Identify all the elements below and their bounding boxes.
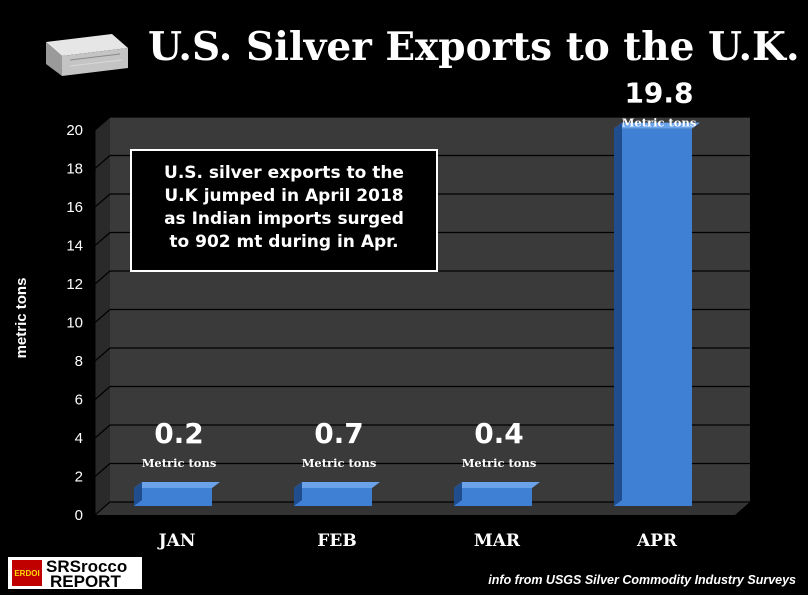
gridline-side xyxy=(94,501,111,516)
gridline-side xyxy=(94,232,111,246)
bar-side xyxy=(134,482,142,506)
x-tick-label: JAN xyxy=(157,531,196,551)
y-tick-label: 2 xyxy=(75,469,83,486)
gridline-side xyxy=(94,309,111,323)
bar-front xyxy=(614,128,692,506)
bar-top xyxy=(454,482,540,488)
data-label: 19.8 xyxy=(624,77,693,110)
silver-bar-icon xyxy=(46,34,128,76)
data-label-unit: Metric tons xyxy=(462,456,537,470)
bar-front xyxy=(454,488,532,506)
y-tick-label: 18 xyxy=(66,161,83,178)
bar-side xyxy=(614,122,622,506)
data-label-unit: Metric tons xyxy=(142,456,217,470)
source-note: info from USGS Silver Commodity Industry… xyxy=(488,573,796,587)
bar-jan xyxy=(134,482,220,506)
y-tick-label: 12 xyxy=(66,276,83,293)
bar-front xyxy=(294,488,372,506)
annotation-line-4: to 902 mt during in Apr. xyxy=(169,232,398,252)
logo-badge: ERDOI xyxy=(14,569,39,578)
bar-top xyxy=(134,482,220,488)
y-tick-label: 10 xyxy=(66,315,83,332)
bar-top xyxy=(614,122,700,129)
data-labels: 0.2 Metric tons 0.7 Metric tons 0.4 Metric to… xyxy=(142,77,697,470)
x-tick-label: MAR xyxy=(474,531,521,551)
logo-line-2: REPORT xyxy=(50,572,121,591)
floor xyxy=(95,502,750,515)
srsrocco-report-logo: ERDOI SRSrocco REPORT xyxy=(8,557,142,591)
annotation-box: U.S. silver exports to the U.K jumped in… xyxy=(130,149,438,272)
y-tick-label: 8 xyxy=(75,353,83,370)
x-tick-label: APR xyxy=(636,531,678,551)
x-axis: JAN FEB MAR APR xyxy=(157,531,678,551)
chart-title: U.S. Silver Exports to the U.K. xyxy=(148,24,800,70)
y-tick-label: 20 xyxy=(66,122,83,139)
gridline-side xyxy=(94,155,111,169)
annotation-line-1: U.S. silver exports to the xyxy=(164,163,404,183)
y-tick-label: 0 xyxy=(75,507,83,524)
data-label: 0.7 xyxy=(314,417,364,450)
gridline-side xyxy=(94,193,111,208)
gridline-side xyxy=(94,463,111,477)
bar-top xyxy=(294,482,380,488)
y-tick-label: 16 xyxy=(66,199,83,216)
gridline-side xyxy=(94,270,111,285)
bar-side xyxy=(454,482,462,506)
y-axis: 0 2 4 6 8 10 12 14 16 18 20 xyxy=(66,122,83,524)
logo-line-1: SRSrocco xyxy=(46,557,127,576)
y-axis-title: metric tons xyxy=(13,278,30,359)
bar-side xyxy=(294,482,302,506)
data-label: 0.4 xyxy=(474,417,524,450)
data-label-unit: Metric tons xyxy=(302,456,377,470)
annotation-line-2: U.K jumped in April 2018 xyxy=(164,186,403,206)
bar-mar xyxy=(454,482,540,506)
gridline-side xyxy=(94,424,111,439)
data-label-unit: Metric tons xyxy=(622,116,697,130)
data-label: 0.2 xyxy=(154,417,204,450)
x-tick-label: FEB xyxy=(317,531,356,551)
bar-apr xyxy=(614,122,700,506)
gridline-side xyxy=(94,386,111,400)
y-tick-label: 14 xyxy=(66,238,83,255)
gridline-side xyxy=(94,116,111,131)
y-tick-label: 6 xyxy=(75,392,83,409)
gridline-side xyxy=(94,347,111,362)
bars xyxy=(134,122,700,506)
bar-feb xyxy=(294,482,380,506)
bar-front xyxy=(134,488,212,506)
annotation-line-3: as Indian imports surged xyxy=(164,209,404,229)
y-tick-label: 4 xyxy=(75,430,83,447)
